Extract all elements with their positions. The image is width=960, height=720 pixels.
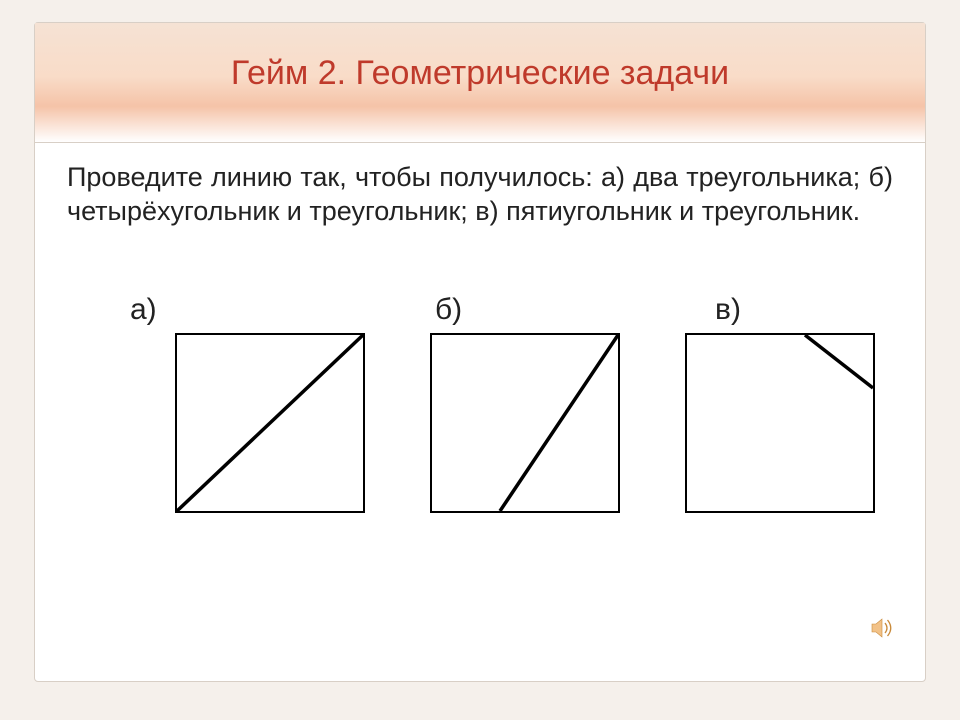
diagram-a <box>175 333 365 513</box>
diagram-labels-row: а) б) в) <box>35 293 925 333</box>
diagram-c <box>685 333 875 513</box>
sound-icon[interactable] <box>869 615 895 641</box>
label-b: б) <box>435 293 462 327</box>
content-card: Гейм 2. Геометрические задачи Проведите … <box>34 22 926 682</box>
page-title: Гейм 2. Геометрические задачи <box>231 54 729 93</box>
task-text: Проведите линию так, чтобы получилось: а… <box>67 161 893 229</box>
label-a: а) <box>130 293 157 327</box>
label-c: в) <box>715 293 741 327</box>
title-header: Гейм 2. Геометрические задачи <box>35 23 925 143</box>
diagram-b <box>430 333 620 513</box>
